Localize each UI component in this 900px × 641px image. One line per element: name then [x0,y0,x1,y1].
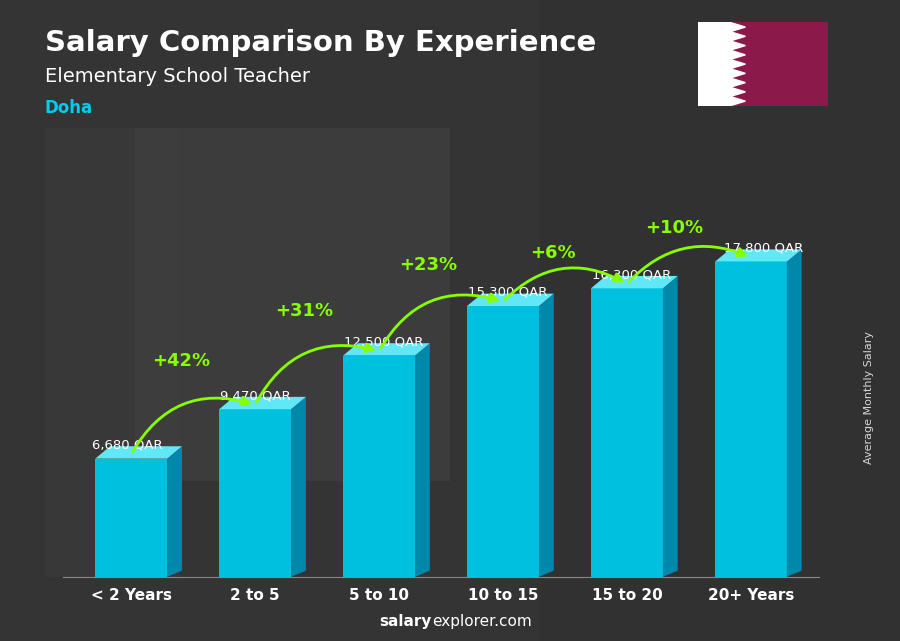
Polygon shape [698,22,745,106]
Bar [730,22,828,106]
Text: 15,300 QAR: 15,300 QAR [468,286,547,299]
Text: +6%: +6% [530,244,575,262]
Text: salary: salary [380,615,432,629]
Text: +23%: +23% [400,256,458,274]
Polygon shape [343,343,430,356]
Polygon shape [715,249,802,262]
Bar [135,128,450,481]
Text: 17,800 QAR: 17,800 QAR [724,242,803,254]
Text: 9,470 QAR: 9,470 QAR [220,389,291,402]
Text: +31%: +31% [275,302,334,320]
Polygon shape [591,276,678,288]
Text: Doha: Doha [45,99,93,117]
Bar [45,128,180,577]
Bar [698,22,730,106]
Text: 12,500 QAR: 12,500 QAR [345,335,424,349]
Polygon shape [662,276,678,577]
Polygon shape [539,294,554,577]
Text: Salary Comparison By Experience: Salary Comparison By Experience [45,29,596,57]
Text: Elementary School Teacher: Elementary School Teacher [45,67,310,87]
Polygon shape [415,343,430,577]
Bar [95,459,167,577]
Polygon shape [787,249,802,577]
Text: 6,680 QAR: 6,680 QAR [92,438,162,451]
Polygon shape [291,397,306,577]
Bar [540,0,900,641]
Bar [591,288,662,577]
Polygon shape [95,446,182,459]
Polygon shape [220,397,306,409]
Polygon shape [167,446,182,577]
Polygon shape [467,294,554,306]
Bar [715,262,787,577]
Text: 16,300 QAR: 16,300 QAR [592,268,671,281]
Bar [343,356,415,577]
Text: +10%: +10% [645,219,703,237]
Bar [220,409,291,577]
Text: +42%: +42% [152,353,210,370]
Text: explorer.com: explorer.com [432,615,532,629]
Bar [467,306,539,577]
Text: Average Monthly Salary: Average Monthly Salary [863,331,874,464]
